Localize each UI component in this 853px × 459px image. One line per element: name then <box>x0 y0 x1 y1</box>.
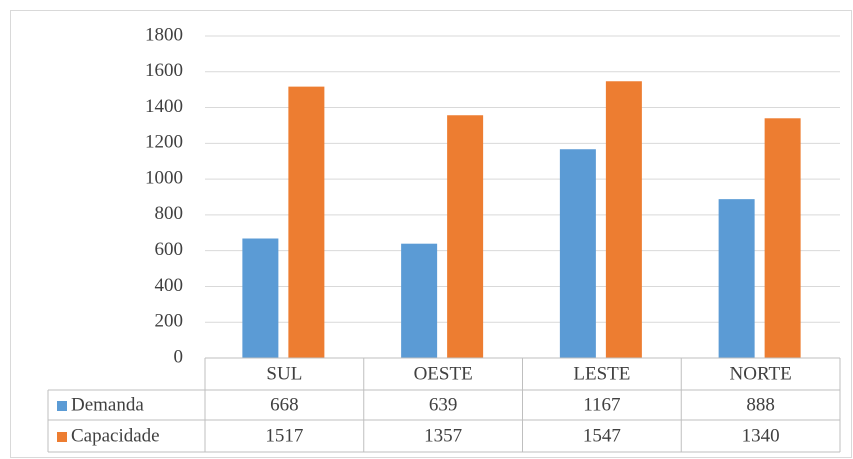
y-tick-label: 800 <box>155 203 184 224</box>
legend-label: Capacidade <box>71 425 160 446</box>
bar <box>288 86 325 359</box>
legend-label: Demanda <box>71 394 144 415</box>
table-value: 1547 <box>583 425 621 446</box>
table-value: 1340 <box>742 425 780 446</box>
x-tick-label: SUL <box>266 363 302 384</box>
table-value: 1167 <box>583 394 620 415</box>
chart-frame <box>10 10 852 458</box>
bar <box>605 81 642 359</box>
y-tick-label: 1400 <box>145 96 183 117</box>
bar <box>764 118 801 359</box>
bar <box>718 199 755 358</box>
x-tick-label: NORTE <box>730 363 792 384</box>
y-tick-label: 1200 <box>145 132 183 153</box>
table-value: 1517 <box>265 425 303 446</box>
bar <box>242 238 279 358</box>
legend-key <box>57 401 67 411</box>
table-value: 639 <box>429 394 458 415</box>
table-value: 888 <box>746 394 775 415</box>
y-tick-label: 0 <box>174 346 184 367</box>
y-tick-label: 1000 <box>145 167 183 188</box>
y-tick-label: 200 <box>155 311 184 332</box>
bar <box>401 243 438 358</box>
y-tick-label: 1600 <box>145 60 183 81</box>
legend-key <box>57 432 67 442</box>
bar <box>559 149 596 358</box>
bar <box>447 115 484 359</box>
table-value: 1357 <box>424 425 462 446</box>
y-tick-label: 600 <box>155 239 184 260</box>
y-tick-label: 1800 <box>145 24 183 45</box>
x-tick-label: LESTE <box>573 363 630 384</box>
y-tick-label: 400 <box>155 275 184 296</box>
table-value: 668 <box>270 394 299 415</box>
x-tick-label: OESTE <box>414 363 473 384</box>
